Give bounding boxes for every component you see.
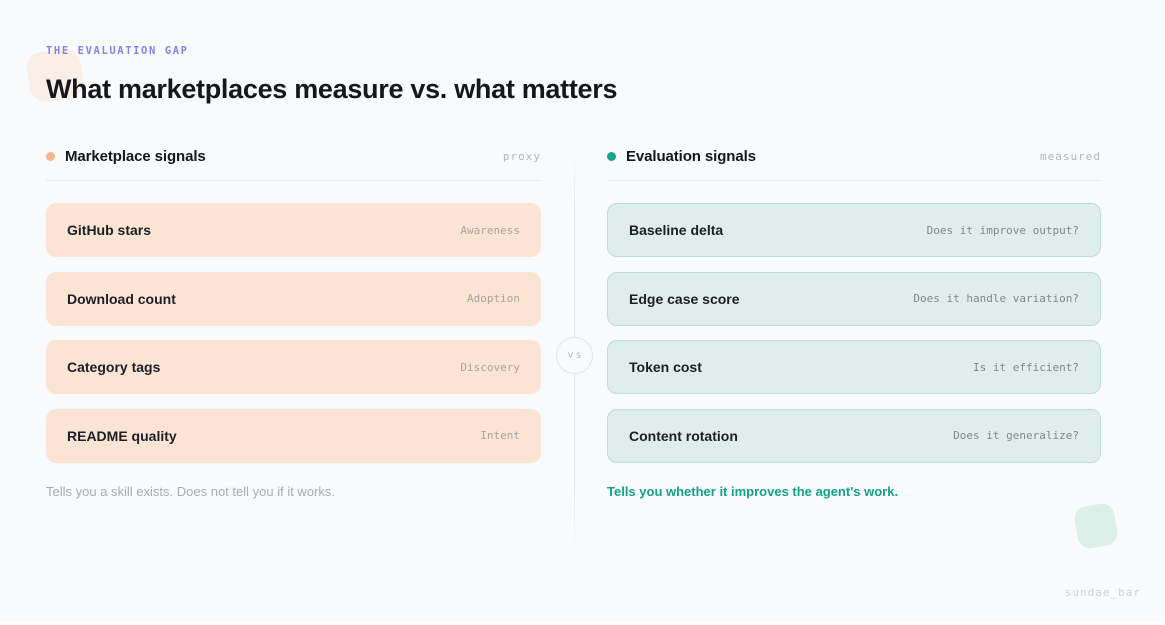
decorative-blob-bottom-right bbox=[1072, 502, 1120, 550]
column-footnote: Tells you a skill exists. Does not tell … bbox=[46, 483, 335, 499]
signal-label: Is it efficient? bbox=[973, 360, 1079, 374]
signal-label: Does it generalize? bbox=[953, 429, 1079, 442]
signal-name: Token cost bbox=[629, 359, 702, 375]
signal-name: Content rotation bbox=[629, 427, 738, 444]
signal-card: Edge case score Does it handle variation… bbox=[607, 271, 1101, 326]
page-title: What marketplaces measure vs. what matte… bbox=[46, 74, 618, 104]
watermark: sundae_bar bbox=[1064, 586, 1141, 599]
teal-dot-icon bbox=[607, 151, 616, 161]
column-title: Marketplace signals bbox=[65, 147, 206, 165]
orange-dot-icon bbox=[46, 151, 55, 161]
column-tag: proxy bbox=[502, 149, 541, 163]
bottom-edge-strip bbox=[0, 622, 1165, 625]
signal-card: Category tags Discovery bbox=[46, 340, 541, 394]
eyebrow-label: THE EVALUATION GAP bbox=[46, 45, 189, 57]
evaluation-signals-column: Evaluation signals measured Baseline del… bbox=[607, 147, 1101, 499]
signal-name: README quality bbox=[67, 427, 177, 444]
signal-label: Intent bbox=[480, 429, 520, 442]
marketplace-signals-column: Marketplace signals proxy GitHub stars A… bbox=[46, 147, 541, 499]
signal-label: Discovery bbox=[460, 360, 520, 374]
signal-card: Download count Adoption bbox=[46, 271, 541, 326]
signal-name: GitHub stars bbox=[67, 222, 152, 238]
vs-badge: vs bbox=[556, 337, 593, 374]
column-footnote: Tells you whether it improves the agent'… bbox=[607, 483, 899, 499]
signal-name: Category tags bbox=[67, 359, 161, 375]
column-divider bbox=[607, 180, 1101, 181]
signal-name: Baseline delta bbox=[629, 222, 724, 238]
signal-card: Token cost Is it efficient? bbox=[607, 340, 1101, 394]
signal-label: Awareness bbox=[460, 223, 520, 237]
column-title: Evaluation signals bbox=[626, 147, 756, 165]
signal-name: Download count bbox=[67, 290, 176, 307]
signal-label: Does it improve output? bbox=[926, 223, 1079, 237]
column-tag: measured bbox=[1040, 149, 1101, 163]
signal-card: README quality Intent bbox=[46, 408, 541, 463]
signal-card: Content rotation Does it generalize? bbox=[607, 408, 1101, 463]
signal-name: Edge case score bbox=[629, 290, 740, 307]
signal-card: Baseline delta Does it improve output? bbox=[607, 203, 1101, 257]
column-header: Marketplace signals proxy bbox=[46, 147, 541, 165]
signal-label: Adoption bbox=[467, 292, 520, 305]
signal-label: Does it handle variation? bbox=[913, 292, 1079, 305]
signal-card: GitHub stars Awareness bbox=[46, 203, 541, 257]
column-divider bbox=[46, 180, 541, 181]
column-header: Evaluation signals measured bbox=[607, 147, 1101, 165]
